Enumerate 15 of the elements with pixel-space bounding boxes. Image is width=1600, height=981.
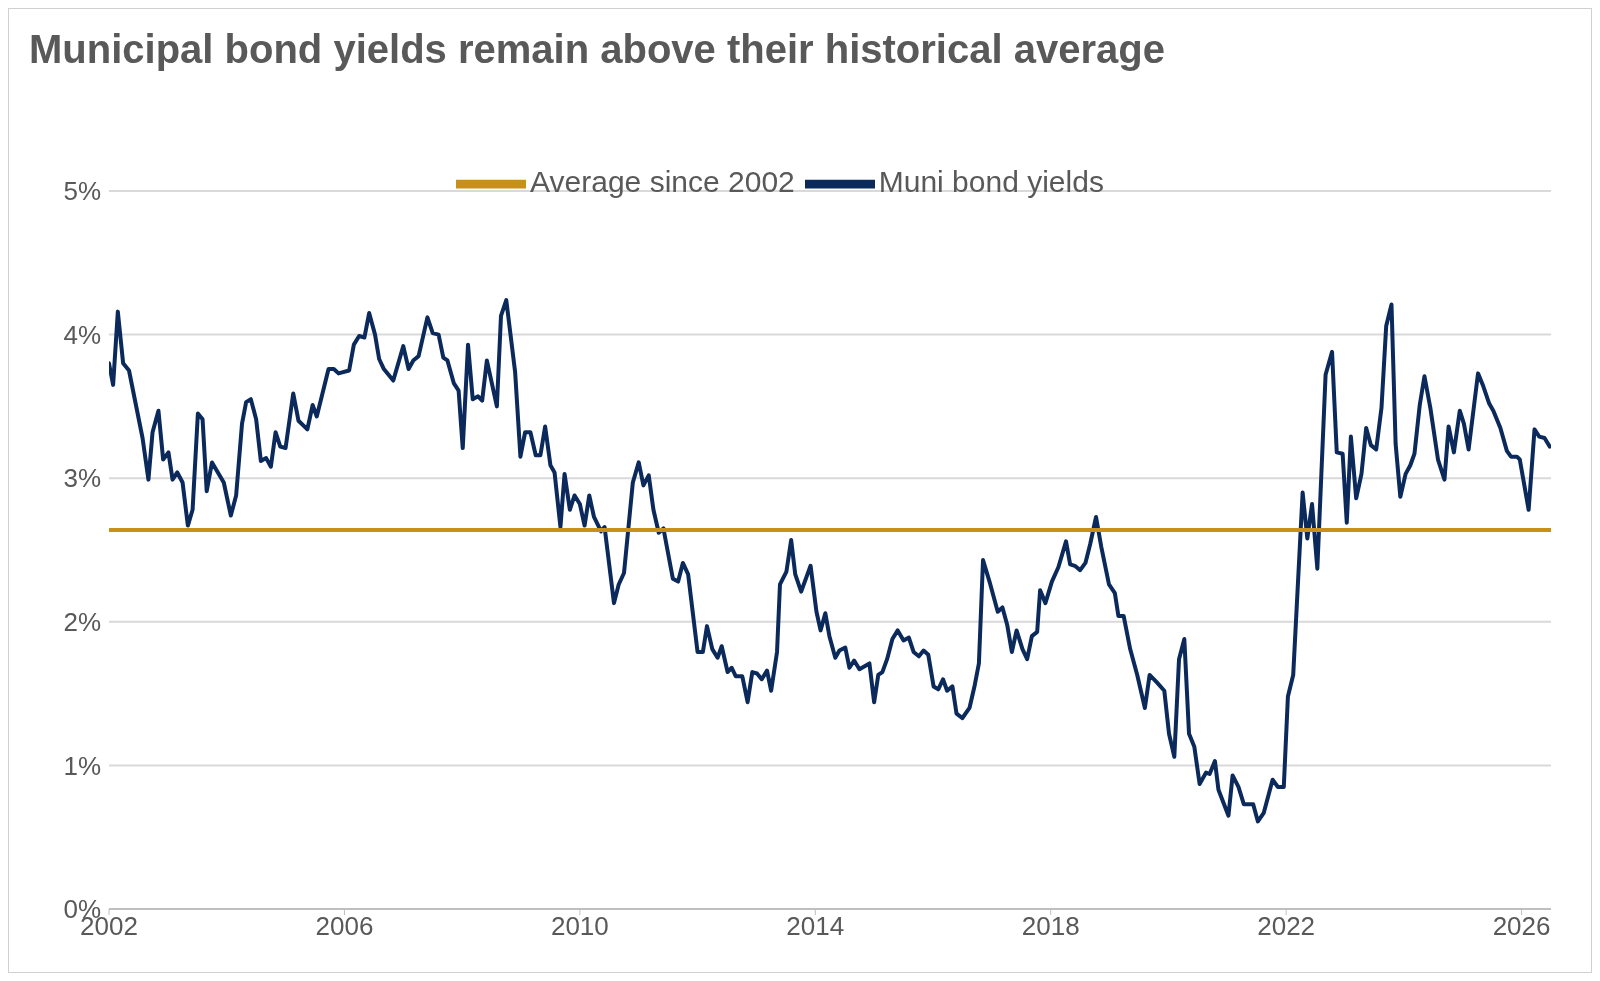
legend-label: Muni bond yields: [878, 164, 1104, 198]
chart-title: Municipal bond yields remain above their historical average: [29, 27, 1165, 72]
x-tick-label: 2026: [1492, 911, 1551, 942]
x-tick-label: 2022: [1257, 911, 1316, 942]
y-tick-label: 2%: [63, 607, 101, 638]
x-tick-label: 2006: [315, 911, 374, 942]
x-tick-label: 2014: [786, 911, 845, 942]
x-tick-label: 2018: [1021, 911, 1080, 942]
y-tick-label: 5%: [63, 176, 101, 207]
x-tick-label: 2010: [550, 911, 609, 942]
y-tick-label: 4%: [63, 319, 101, 350]
y-tick-label: 1%: [63, 750, 101, 781]
line-series: [109, 298, 1551, 824]
y-tick-label: 3%: [63, 463, 101, 494]
legend-label: Average since 2002: [530, 164, 795, 198]
